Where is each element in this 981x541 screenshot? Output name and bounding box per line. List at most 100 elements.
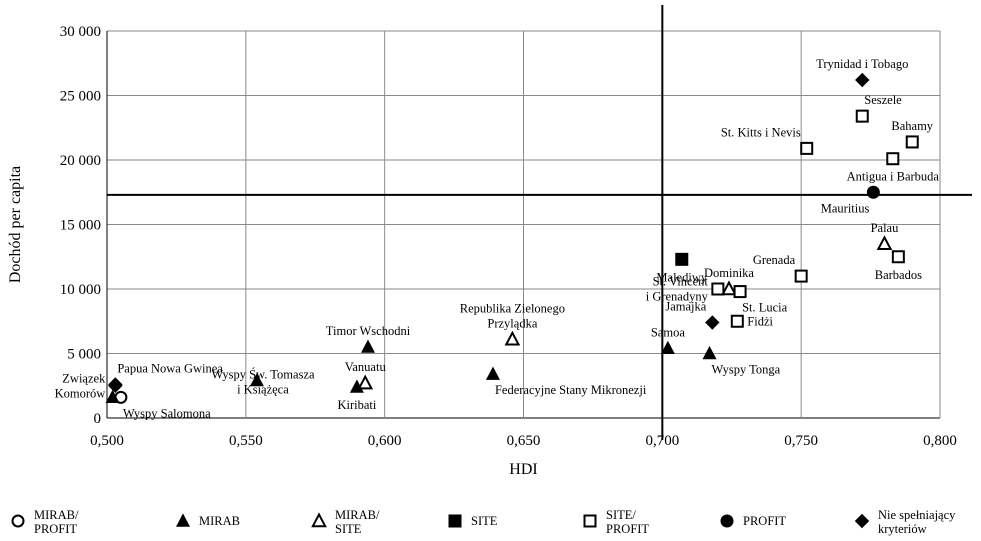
legend-marker-mirab_site: [311, 512, 327, 528]
point-label: Republika Zielonego: [460, 301, 565, 315]
x-tick-label: 0,800: [923, 433, 957, 449]
y-tick-label: 10 000: [60, 282, 101, 298]
legend-marker-site_profit: [583, 514, 597, 528]
x-tick-label: 0,550: [229, 433, 263, 449]
point-label: St. Lucia: [742, 301, 788, 315]
legend-item-profit: PROFIT: [720, 514, 786, 528]
legend-label: PROFIT: [606, 522, 649, 536]
point-label: Seszele: [864, 93, 902, 107]
x-tick-label: 0,750: [784, 433, 818, 449]
data-point-mirab: [361, 339, 376, 353]
point-label: i Książęca: [237, 383, 289, 397]
legend-label: SITE: [335, 522, 362, 536]
point-label: Komorów: [55, 386, 106, 400]
data-point-site_profit: [855, 109, 869, 123]
y-axis-title: Dochód per capita: [7, 166, 24, 283]
data-point-none: [108, 377, 123, 392]
point-label: Timor Wschodni: [326, 324, 411, 338]
point-label: Trynidad i Tobago: [816, 57, 908, 71]
data-point-site_profit: [800, 141, 814, 155]
y-tick-label: 30 000: [60, 24, 101, 40]
data-point-site_profit: [730, 314, 744, 328]
point-label: Jamajka: [665, 300, 706, 314]
data-point-site_profit: [733, 285, 747, 299]
x-tick-label: 0,500: [90, 433, 124, 449]
legend-label: kryteriów: [878, 522, 927, 536]
data-point-site_profit: [891, 250, 905, 264]
x-tick-label: 0,600: [368, 433, 402, 449]
data-point-mirab_site: [504, 330, 521, 346]
data-point-mirab: [702, 345, 717, 360]
data-point-mirab_site: [721, 280, 737, 296]
data-point-mirab_site: [876, 235, 893, 251]
point-label: Kiribati: [337, 398, 376, 412]
y-tick-label: 5 000: [67, 347, 101, 363]
axis-titles: HDI Dochód per capita: [7, 166, 538, 478]
point-label: Barbados: [875, 268, 922, 282]
data-point-mirab_site: [357, 374, 374, 390]
data-point-site_profit: [905, 135, 919, 149]
data-point-none: [705, 315, 720, 330]
point-label: Wyspy Salomona: [123, 406, 211, 420]
x-tick-label: 0,650: [507, 433, 541, 449]
point-label: Malediwy: [656, 270, 707, 284]
point-label: Grenada: [753, 253, 796, 267]
point-label: Związek: [62, 371, 106, 385]
data-point-site_profit: [711, 282, 725, 296]
legend-label: PROFIT: [743, 514, 786, 528]
y-tick-label: 15 000: [60, 218, 101, 234]
x-axis-title: HDI: [509, 461, 537, 478]
point-label: St. Vincent: [653, 275, 709, 289]
legend-label: MIRAB: [199, 514, 240, 528]
point-label: Antigua i Barbuda: [847, 170, 940, 184]
tick-labels: 0 5 000 10 000 15 000 20 000 25 000 30 000 0,50…: [60, 24, 957, 449]
legend-item-mirab_site: MIRAB/SITE: [311, 508, 380, 536]
legend-item-mirab: MIRAB: [175, 513, 240, 528]
legend-marker-profit: [720, 514, 734, 528]
data-point-site_profit: [886, 152, 900, 166]
legend-marker-none: [854, 513, 870, 529]
data-point-mirab: [105, 389, 120, 404]
data-point-site: [675, 252, 689, 266]
legend-label: SITE/: [606, 508, 636, 522]
legend-label: MIRAB/: [34, 508, 79, 522]
point-label: St. Kitts i Nevis: [721, 125, 801, 139]
point-label: Wyspy Tonga: [712, 363, 781, 377]
legend-marker-mirab_profit: [11, 514, 25, 528]
legend-item-site_profit: SITE/PROFIT: [583, 508, 649, 536]
x-tick-label: 0,700: [645, 433, 679, 449]
point-label: Fidżi: [747, 314, 773, 328]
legend-marker-site: [448, 514, 462, 528]
point-label: Vanuatu: [345, 360, 387, 374]
point-label: Palau: [871, 221, 900, 235]
y-tick-label: 20 000: [60, 153, 101, 169]
point-label: Mauritius: [821, 201, 870, 215]
point-label: i Grenadyny: [646, 290, 709, 304]
data-point-mirab: [660, 340, 675, 355]
point-label: Papua Nowa Gwinea: [117, 361, 223, 375]
legend-label: SITE: [471, 514, 498, 528]
legend-label: PROFIT: [34, 522, 77, 536]
legend-label: Nie spełniający: [878, 508, 956, 522]
y-tick-label: 0: [94, 411, 102, 427]
point-label: Dominika: [704, 266, 754, 280]
point-label: Wyspy Św. Tomasza: [211, 368, 315, 382]
reference-lines: [107, 5, 972, 440]
legend-item-site: SITE: [448, 514, 498, 528]
point-label: Samoa: [651, 325, 685, 339]
data-point-site_profit: [794, 269, 808, 283]
legend-item-mirab_profit: MIRAB/PROFIT: [11, 508, 79, 536]
legend-label: MIRAB/: [335, 508, 380, 522]
data-point-none: [855, 72, 870, 88]
legend-marker-mirab: [175, 513, 191, 527]
point-label: Federacyjne Stany Mikronezji: [495, 383, 647, 397]
y-tick-label: 25 000: [60, 89, 101, 105]
gridlines: [106, 30, 941, 419]
point-label: Przylądka: [487, 316, 537, 330]
data-point-mirab: [249, 373, 264, 387]
point-label: Bahamy: [891, 119, 933, 133]
